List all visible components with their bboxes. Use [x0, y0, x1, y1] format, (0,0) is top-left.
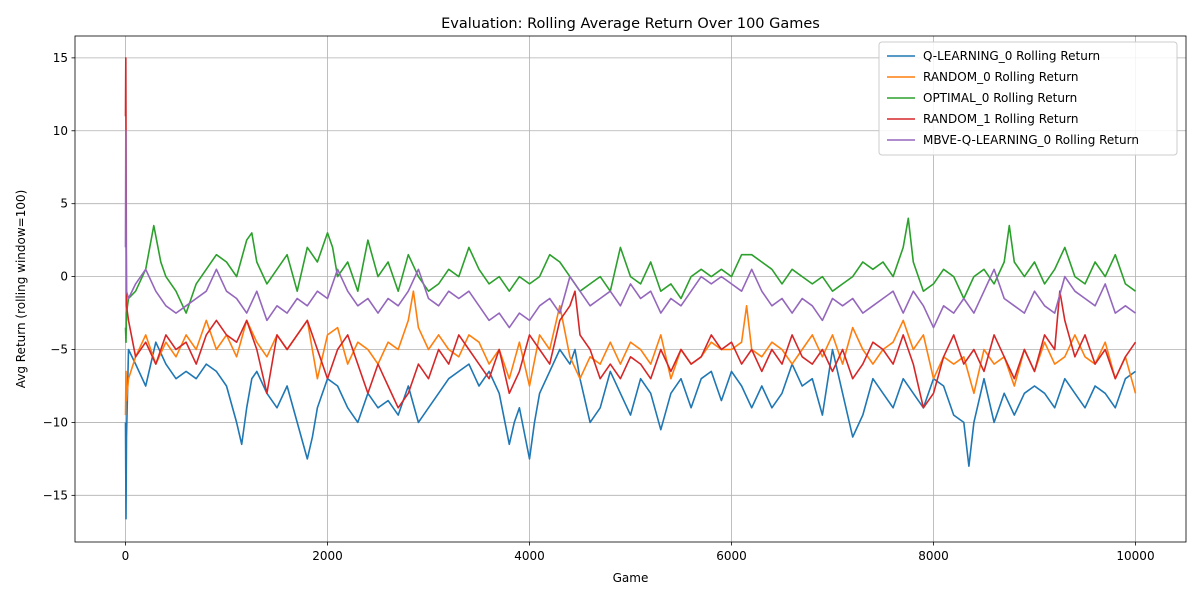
y-tick-label: 15: [53, 51, 68, 65]
legend-entry: Q-LEARNING_0 Rolling Return: [923, 49, 1100, 63]
x-axis-label: Game: [613, 571, 649, 585]
legend-entry: OPTIMAL_0 Rolling Return: [923, 91, 1077, 105]
y-tick-label: 10: [53, 124, 68, 138]
axis-ticks: 0 2000 4000 6000 8000 10000 −15 −10 −5 0 5 10 15: [43, 51, 1155, 563]
x-tick-label: 2000: [312, 549, 343, 563]
series-line-2: [124, 290, 1137, 416]
y-tick-label: −5: [50, 343, 68, 357]
plot-border: [74, 35, 1187, 543]
series-line-1: [124, 341, 1136, 520]
chart-title: Evaluation: Rolling Average Return Over …: [441, 16, 820, 32]
y-tick-label: 5: [60, 197, 68, 211]
y-tick-label: −15: [43, 488, 68, 502]
legend-box: [878, 41, 1178, 156]
x-tick-label: 8000: [918, 549, 949, 563]
y-tick-label: 0: [60, 270, 68, 284]
legend-entry: MBVE-Q-LEARNING_0 Rolling Return: [923, 133, 1139, 147]
x-tick-label: 10000: [1116, 549, 1154, 563]
series-line-5: [124, 130, 1136, 329]
x-tick-label: 0: [122, 549, 130, 563]
y-axis-label: Avg Return (rolling window=100): [14, 190, 28, 389]
y-tick-label: −10: [43, 415, 68, 429]
x-tick-label: 4000: [514, 549, 545, 563]
x-tick-label: 6000: [716, 549, 747, 563]
series-lines: [124, 57, 1137, 520]
legend: Q-LEARNING_0 Rolling Return RANDOM_0 Roll…: [878, 41, 1178, 156]
series-line-4: [124, 57, 1137, 409]
legend-entry: RANDOM_0 Rolling Return: [923, 70, 1079, 84]
legend-entry: RANDOM_1 Rolling Return: [923, 112, 1079, 126]
